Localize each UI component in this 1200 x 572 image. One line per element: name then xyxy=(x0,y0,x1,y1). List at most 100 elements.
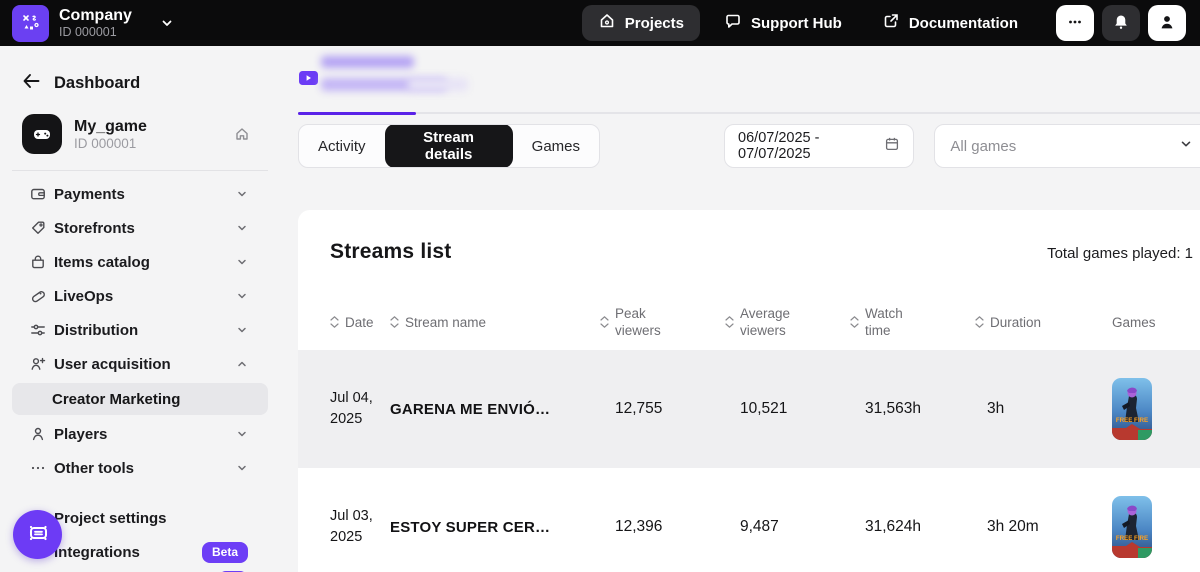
games-filter-select[interactable]: All games xyxy=(934,124,1200,168)
bag-icon xyxy=(30,254,46,270)
sidebar-item-creator-marketing[interactable]: Creator Marketing xyxy=(12,383,268,415)
svg-text:FREE FIRE: FREE FIRE xyxy=(1116,417,1148,424)
table-row[interactable]: Jul 04, 2025 GARENA ME ENVIÓ… 12,755 10,… xyxy=(298,350,1200,468)
redacted-creator-badge xyxy=(321,56,414,68)
column-header-duration[interactable]: Duration xyxy=(975,315,1085,330)
table-row[interactable]: Jul 03, 2025 ESTOY SUPER CER… 12,396 9,4… xyxy=(298,468,1200,572)
sidebar-item-items-catalog[interactable]: Items catalog xyxy=(0,245,280,279)
dots-icon xyxy=(30,460,46,476)
sidebar-item-players[interactable]: Players xyxy=(0,417,280,451)
duration: 3h 20m xyxy=(987,518,1039,535)
table-header: Date Stream name Peak viewers Average vi… xyxy=(298,294,1200,350)
column-header-average-viewers[interactable]: Average viewers xyxy=(725,305,850,339)
sort-icon xyxy=(725,316,734,328)
beta-badge: Beta xyxy=(201,541,248,563)
project-row[interactable]: My_game ID 000001 xyxy=(22,114,260,154)
chevron-down-icon xyxy=(236,324,248,336)
peak-viewers: 12,396 xyxy=(615,518,663,535)
filter-row: Activity Stream details Games 06/07/2025… xyxy=(298,124,1200,168)
youtube-icon xyxy=(299,71,318,90)
column-header-games: Games xyxy=(1112,314,1156,330)
svg-text:FREE FIRE: FREE FIRE xyxy=(1116,535,1148,542)
company-logo xyxy=(12,4,49,42)
sort-icon xyxy=(330,316,339,328)
user-plus-icon xyxy=(30,356,46,372)
account-icon xyxy=(1158,13,1176,34)
home-icon[interactable] xyxy=(234,126,260,142)
watch-time: 31,563h xyxy=(865,400,922,417)
sidebar-item-distribution[interactable]: Distribution xyxy=(0,313,280,347)
stream-name: GARENA ME ENVIÓ… xyxy=(390,400,551,418)
external-link-icon xyxy=(882,12,900,34)
column-header-peak-viewers[interactable]: Peak viewers xyxy=(600,305,725,339)
chat-bubble-icon xyxy=(724,12,742,34)
chevron-down-icon xyxy=(160,16,174,30)
column-header-watch-time[interactable]: Watch time xyxy=(850,305,975,339)
support-hub-label: Support Hub xyxy=(751,14,842,32)
company-name: Company xyxy=(59,7,132,24)
top-bar: Company ID 000001 Projects Support Hub D… xyxy=(0,0,1200,46)
date-range-input[interactable]: 06/07/2025 - 07/07/2025 xyxy=(724,124,915,168)
average-viewers: 9,487 xyxy=(740,518,779,535)
chevron-down-icon xyxy=(1179,137,1193,156)
more-icon xyxy=(1066,13,1084,34)
chat-fab-button[interactable] xyxy=(13,510,62,559)
column-header-stream-name[interactable]: Stream name xyxy=(390,315,600,330)
streams-card: Streams list Total games played: 1 Date … xyxy=(298,210,1200,572)
account-button[interactable] xyxy=(1148,5,1186,41)
chevron-up-icon xyxy=(236,358,248,370)
sidebar-item-cutoff[interactable] xyxy=(0,564,280,572)
cutoff-badge xyxy=(217,570,248,572)
notifications-button[interactable] xyxy=(1102,5,1140,41)
sidebar-item-payments[interactable]: Payments xyxy=(0,177,280,211)
creator-tab-track xyxy=(298,112,1200,114)
sidebar-item-user-acquisition[interactable]: User acquisition xyxy=(0,347,280,381)
creator-header xyxy=(298,54,1200,116)
tab-games[interactable]: Games xyxy=(513,125,599,167)
documentation-label: Documentation xyxy=(908,14,1018,32)
sidebar-item-liveops[interactable]: LiveOps xyxy=(0,279,280,313)
chevron-down-icon xyxy=(236,188,248,200)
view-tabs: Activity Stream details Games xyxy=(298,124,601,168)
sort-icon xyxy=(975,316,984,328)
arrow-left-icon xyxy=(22,73,40,94)
liveops-tag-icon xyxy=(30,288,46,304)
project-id: ID 000001 xyxy=(74,135,137,151)
chevron-down-icon xyxy=(236,462,248,474)
person-icon xyxy=(30,426,46,442)
average-viewers: 10,521 xyxy=(740,400,788,417)
top-nav: Projects Support Hub Documentation xyxy=(581,5,1186,41)
support-hub-button[interactable]: Support Hub xyxy=(708,5,858,41)
project-name: My_game xyxy=(74,117,147,135)
projects-label: Projects xyxy=(624,14,684,32)
date-range-value: 06/07/2025 - 07/07/2025 xyxy=(738,130,820,162)
total-games-played: Total games played: 1 xyxy=(1047,245,1193,262)
chevron-down-icon xyxy=(236,256,248,268)
tab-activity[interactable]: Activity xyxy=(299,125,385,167)
back-label: Dashboard xyxy=(54,73,141,92)
tag-icon xyxy=(30,220,46,236)
column-header-date[interactable]: Date xyxy=(330,315,390,330)
back-to-dashboard[interactable]: Dashboard xyxy=(0,66,280,100)
documentation-button[interactable]: Documentation xyxy=(866,5,1034,41)
sidebar-item-storefronts[interactable]: Storefronts xyxy=(0,211,280,245)
duration: 3h xyxy=(987,400,1005,417)
sidebar-item-other-tools[interactable]: Other tools xyxy=(0,451,280,485)
calendar-icon xyxy=(884,136,900,157)
main-content: Activity Stream details Games 06/07/2025… xyxy=(280,46,1200,572)
bell-icon xyxy=(1112,13,1130,34)
gamepad-icon xyxy=(22,114,62,154)
sliders-icon xyxy=(30,322,46,338)
games-filter-value: All games xyxy=(950,137,1017,155)
stream-name: ESTOY SUPER CER… xyxy=(390,518,551,536)
company-switcher[interactable]: Company ID 000001 xyxy=(12,4,174,42)
more-button[interactable] xyxy=(1056,5,1094,41)
chat-icon xyxy=(25,520,51,549)
watch-time: 31,624h xyxy=(865,518,922,535)
home-icon xyxy=(598,12,616,34)
projects-button[interactable]: Projects xyxy=(581,5,700,41)
divider xyxy=(12,170,268,171)
wallet-icon xyxy=(30,186,46,202)
sort-icon xyxy=(600,316,609,328)
tab-stream-details[interactable]: Stream details xyxy=(384,125,513,167)
